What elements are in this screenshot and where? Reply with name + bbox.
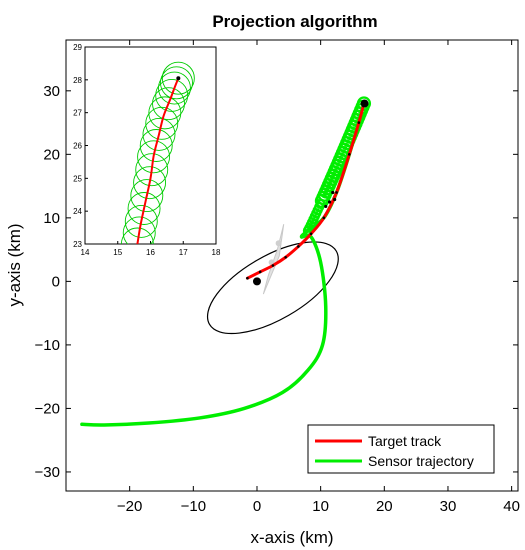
inset-sensor-circle	[133, 166, 167, 200]
inset-x-tick-label: 17	[179, 248, 188, 257]
inset-x-tick-label: 16	[146, 248, 155, 257]
inset-x-tick-label: 14	[81, 248, 90, 257]
target-end-marker	[360, 99, 369, 108]
inset-sensor-circle	[137, 140, 171, 174]
inset-sensor-circle	[160, 66, 193, 100]
plot-frame	[65, 39, 519, 492]
inset-y-tick-label: 24	[73, 207, 82, 216]
band-point	[324, 204, 328, 209]
inset-x-axis: 14 15 16 17 18	[81, 241, 221, 257]
band-point	[331, 190, 335, 195]
y-tick-label: −20	[35, 400, 60, 417]
inset-x-tick-label: 15	[113, 248, 122, 257]
marker-layer	[252, 99, 369, 286]
x-tick-label: 20	[376, 498, 393, 515]
inset-sensor-circle	[124, 204, 158, 238]
x-tick-label: −10	[181, 498, 206, 515]
target-track-point	[347, 153, 351, 156]
inset-sensor-circle	[148, 96, 182, 130]
target-track-point	[309, 232, 313, 236]
inset-y-axis: 23 24 25 26 27 28 29	[73, 43, 88, 249]
legend-target-label: Target track	[368, 433, 442, 449]
x-axis: −20 −10 0 10 20 30 40	[117, 40, 520, 515]
inset-y-tick-label: 28	[73, 76, 82, 85]
inset-x-tick-label: 18	[212, 248, 221, 257]
y-tick-label: 0	[52, 273, 60, 290]
x-tick-label: 40	[503, 498, 520, 515]
chart-title: Projection algorithm	[212, 12, 377, 31]
target-track-point	[322, 216, 326, 220]
inset-sensor-circle	[155, 78, 189, 112]
sensor-origin-marker	[252, 277, 261, 286]
inset-sensor-circle	[127, 192, 161, 225]
inset-target-line	[136, 77, 180, 245]
band-point	[333, 197, 337, 202]
y-tick-label: −30	[35, 464, 60, 481]
inset-sensor-circle	[135, 153, 169, 187]
y-tick-label: 10	[43, 210, 60, 227]
inset-sensor-circle	[152, 87, 185, 121]
inset-sensor-circle	[139, 129, 173, 162]
covariance-ellipse-layer	[206, 241, 339, 335]
x-tick-label: 0	[253, 498, 261, 515]
covariance-ellipse	[206, 241, 339, 335]
legend-sensor-label: Sensor trajectory	[368, 453, 474, 469]
y-axis: −30 −20 −10 0 10 20 30	[35, 83, 518, 481]
y-tick-label: −10	[35, 337, 60, 354]
y-tick-label: 20	[43, 146, 60, 163]
inset-sensor-circle	[122, 216, 156, 244]
inset-sensor-circles	[120, 61, 195, 244]
target-track-point	[335, 191, 338, 194]
inset-target-end-marker	[176, 76, 181, 81]
inset-y-tick-label: 27	[73, 109, 82, 118]
ghost-point	[275, 240, 282, 247]
x-tick-label: −20	[117, 498, 142, 515]
inset-y-tick-label: 23	[73, 240, 82, 249]
target-track-point	[246, 276, 249, 280]
inset-y-tick-label: 25	[73, 174, 82, 183]
inset-sensor-circle	[130, 179, 164, 213]
y-axis-label: y-axis (km)	[5, 223, 24, 306]
target-track-point	[258, 270, 262, 274]
target-track-point	[284, 255, 287, 259]
inset-plot: 14 15 16 17 18 23 24 25 26 27 28 29	[73, 43, 221, 257]
target-track-point	[271, 264, 275, 267]
inset-frame	[84, 46, 217, 245]
inset-sensor-circle	[120, 227, 154, 244]
inset-sensor-circle	[142, 117, 176, 151]
legend: Target track Sensor trajectory	[307, 424, 495, 474]
inset-target-track	[136, 76, 181, 245]
x-tick-label: 30	[440, 498, 457, 515]
inset-y-tick-label: 29	[73, 43, 82, 52]
inset-sensor-circle	[145, 106, 179, 140]
target-track-point	[297, 245, 300, 248]
x-axis-label: x-axis (km)	[250, 528, 333, 547]
inset-sensor-circle	[161, 61, 195, 95]
band-point	[327, 200, 332, 204]
x-tick-label: 10	[312, 498, 329, 515]
sensor-circle	[356, 96, 372, 111]
legend-box	[307, 424, 495, 474]
target-track-point	[357, 121, 361, 124]
inset-y-tick-label: 26	[73, 142, 82, 151]
y-tick-label: 30	[43, 83, 60, 100]
